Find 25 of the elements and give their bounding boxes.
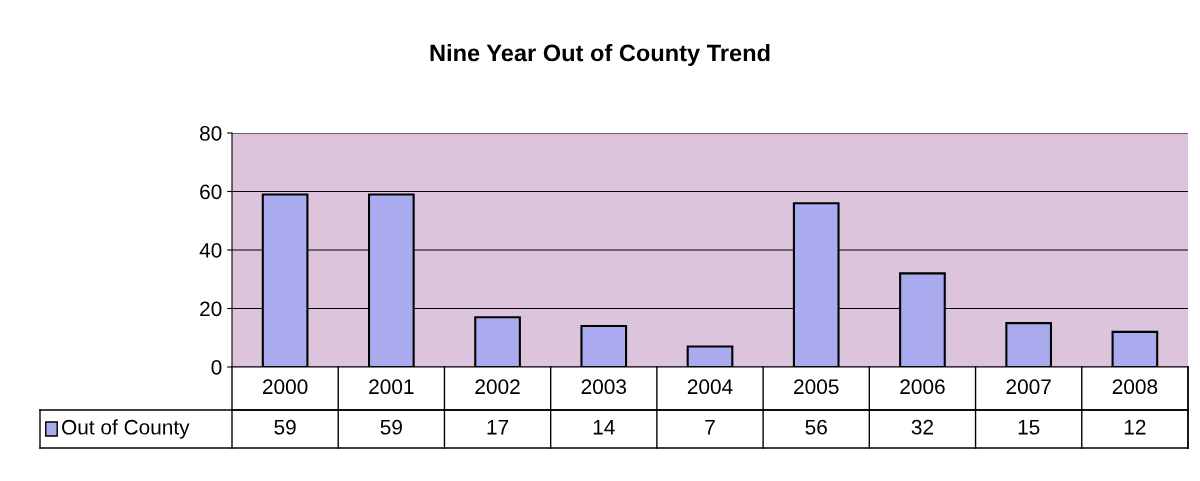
x-tick-label: 2002 bbox=[475, 379, 520, 395]
y-tick-label: 0 bbox=[211, 360, 222, 375]
legend-label: Out of County bbox=[62, 419, 190, 439]
data-label: 59 bbox=[380, 419, 402, 435]
x-tick-label: 2003 bbox=[581, 379, 627, 395]
data-label: 15 bbox=[1018, 420, 1040, 435]
x-tick-label: 2006 bbox=[900, 379, 945, 395]
y-tick-label: 60 bbox=[200, 184, 222, 200]
x-tick-label: 2004 bbox=[687, 379, 733, 395]
x-tick-label: 2000 bbox=[262, 379, 308, 395]
data-label: 14 bbox=[593, 420, 615, 435]
x-tick-label: 2007 bbox=[1006, 379, 1051, 395]
x-tick-label: 2005 bbox=[794, 379, 839, 395]
data-label: 17 bbox=[487, 420, 509, 435]
data-label: 56 bbox=[805, 419, 827, 435]
chart-title: Nine Year Out of County Trend bbox=[430, 44, 770, 66]
y-tick-label: 40 bbox=[199, 243, 222, 258]
data-label: 12 bbox=[1124, 419, 1146, 435]
data-label: 7 bbox=[705, 420, 715, 435]
data-label: 59 bbox=[274, 419, 296, 435]
x-tick-label: 2001 bbox=[369, 379, 414, 395]
y-tick-label: 80 bbox=[200, 126, 222, 141]
x-tick-label: 2008 bbox=[1112, 379, 1158, 395]
data-label: 32 bbox=[911, 419, 933, 435]
y-tick-label: 20 bbox=[200, 301, 222, 317]
